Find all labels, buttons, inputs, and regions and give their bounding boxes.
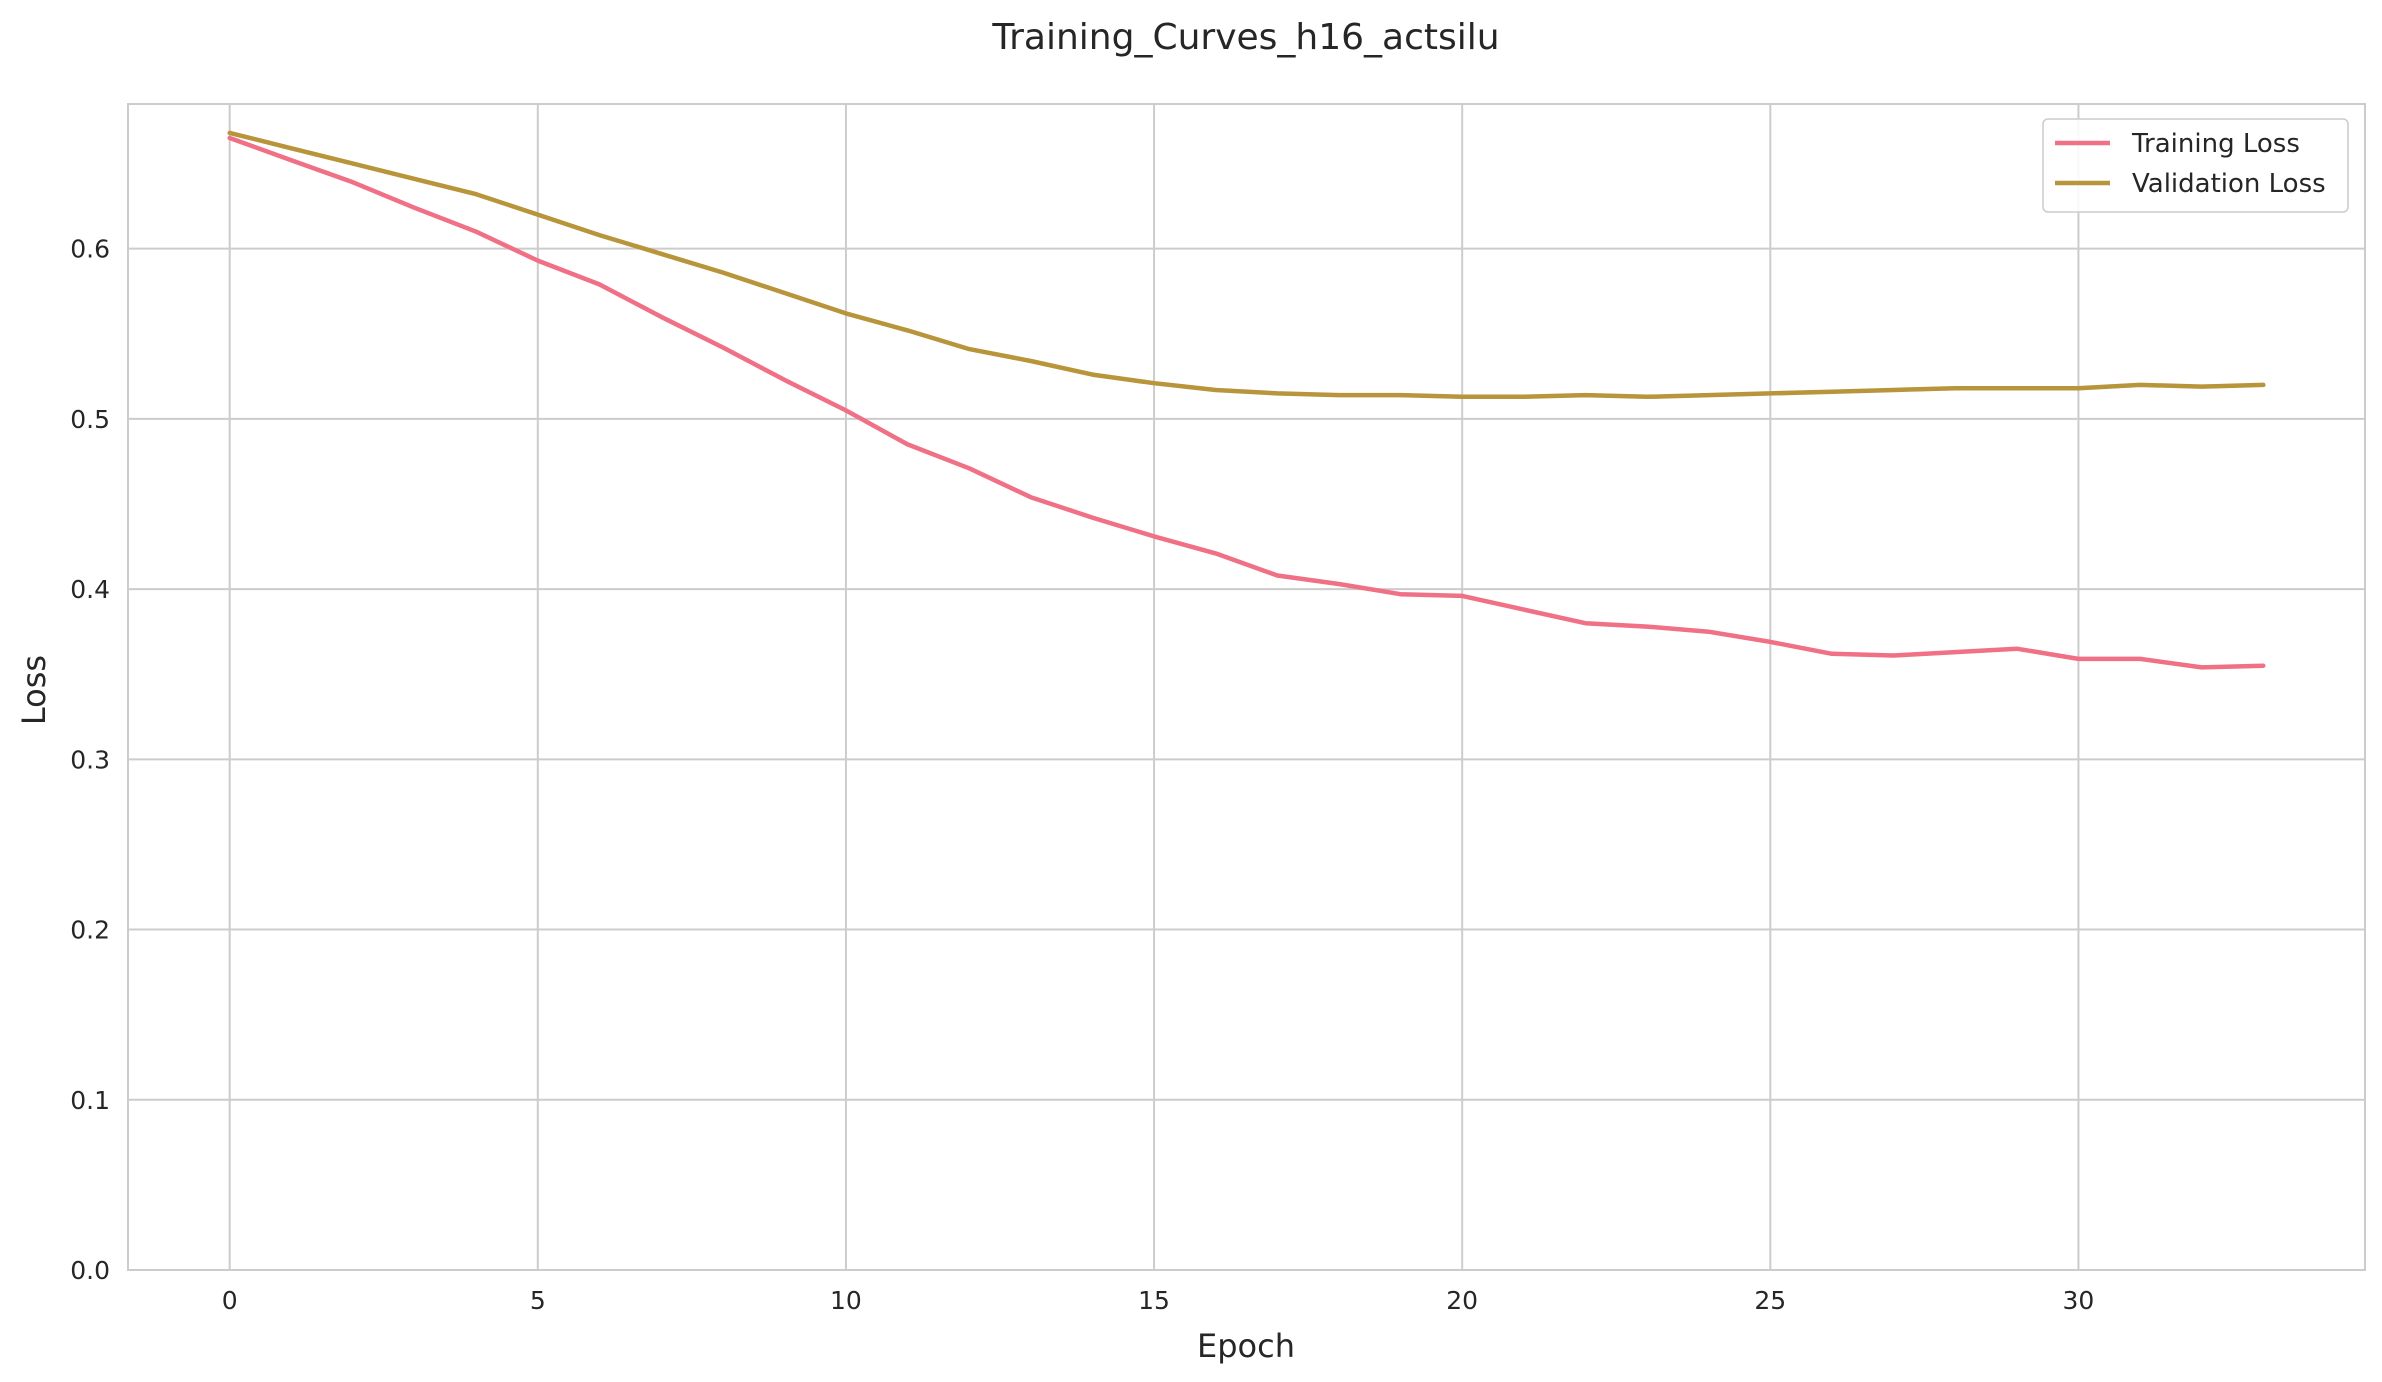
y-tick-label: 0.3 bbox=[70, 745, 110, 774]
legend-label: Training Loss bbox=[2131, 129, 2300, 159]
y-axis-ticks: 0.0 0.1 0.2 0.3 0.4 0.5 0.6 bbox=[70, 235, 110, 1285]
series-lines bbox=[227, 130, 2266, 670]
y-tick-label: 0.2 bbox=[70, 916, 110, 945]
x-tick-label: 20 bbox=[1446, 1286, 1478, 1315]
x-tick-label: 25 bbox=[1754, 1286, 1786, 1315]
x-tick-label: 30 bbox=[2063, 1286, 2095, 1315]
legend-label: Validation Loss bbox=[2132, 169, 2326, 199]
y-tick-label: 0.0 bbox=[70, 1256, 110, 1285]
x-tick-label: 0 bbox=[222, 1286, 238, 1315]
series-line-training-loss bbox=[227, 135, 2266, 670]
plot-frame bbox=[127, 103, 2366, 1271]
series-line-validation-loss bbox=[227, 130, 2266, 400]
legend: Training Loss Validation Loss bbox=[2042, 118, 2349, 213]
legend-box bbox=[2042, 118, 2349, 213]
x-tick-label: 10 bbox=[830, 1286, 862, 1315]
y-tick-label: 0.6 bbox=[70, 235, 110, 264]
y-tick-label: 0.5 bbox=[70, 405, 110, 434]
chart-title: Training_Curves_h16_actsilu bbox=[991, 17, 1499, 58]
x-axis-ticks: 0 5 10 15 20 25 30 bbox=[222, 1286, 2095, 1315]
x-tick-label: 15 bbox=[1138, 1286, 1170, 1315]
y-axis-label: Loss bbox=[15, 655, 53, 725]
y-tick-label: 0.4 bbox=[70, 575, 110, 604]
x-tick-label: 5 bbox=[530, 1286, 546, 1315]
x-axis-label: Epoch bbox=[1197, 1327, 1295, 1365]
y-tick-label: 0.1 bbox=[70, 1086, 110, 1115]
grid-lines bbox=[128, 104, 2365, 1271]
